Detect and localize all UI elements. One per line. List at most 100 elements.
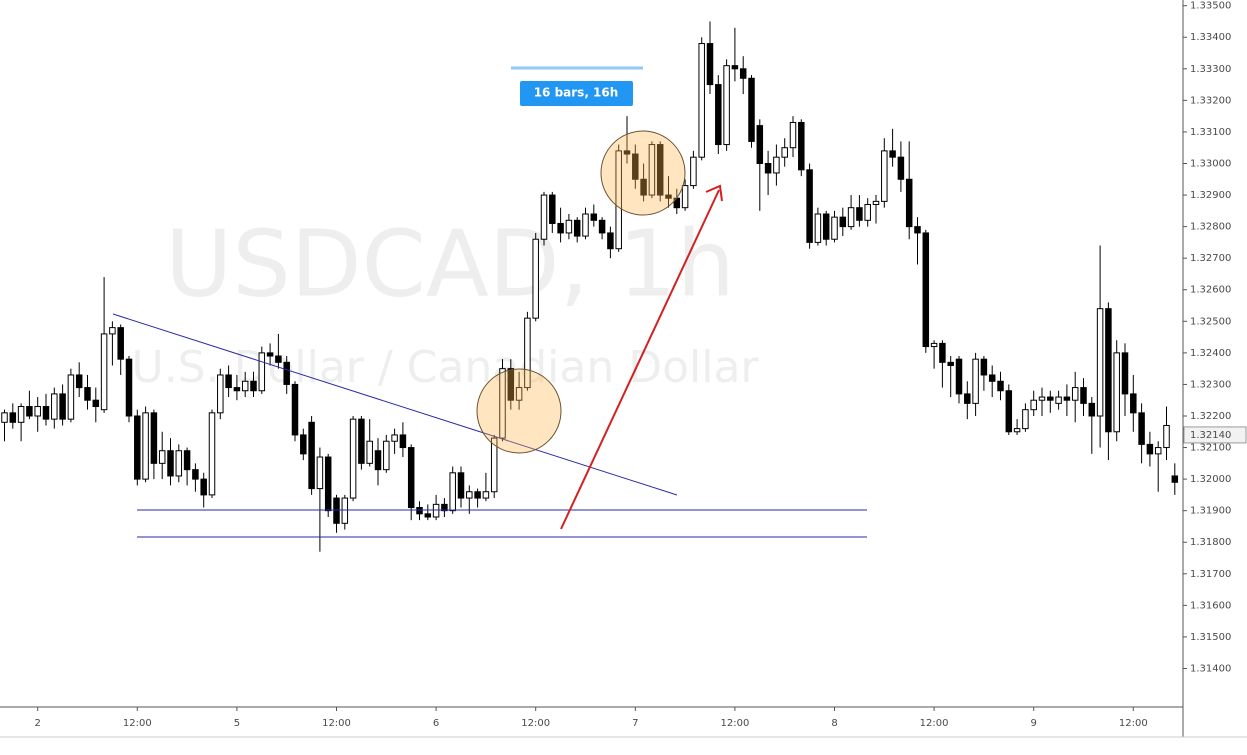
candle-body	[300, 434, 307, 455]
candle-body	[1005, 390, 1013, 433]
candle-body	[1113, 352, 1120, 433]
candle-body	[1088, 402, 1096, 417]
candle-body	[598, 219, 606, 234]
candle-body	[241, 380, 249, 392]
x-tick-label: 2	[35, 718, 41, 729]
candle-body	[466, 491, 473, 499]
highlight-circle	[600, 130, 686, 216]
y-tick-label: 1.33000	[1190, 158, 1231, 169]
candle-body	[150, 412, 158, 464]
candle-body	[964, 393, 971, 404]
x-tick-label: 6	[433, 718, 439, 729]
candle-body	[1138, 412, 1145, 445]
y-tick-label: 1.32200	[1190, 411, 1231, 422]
candle-body	[490, 437, 498, 493]
candle-body	[217, 374, 224, 414]
candle-body	[9, 412, 17, 423]
candle-body	[51, 393, 58, 420]
candle-body	[158, 450, 166, 464]
candle-body	[432, 503, 440, 518]
y-tick-label: 1.32500	[1190, 316, 1231, 327]
candle-body	[582, 213, 589, 237]
x-tick-label: 12:00	[521, 718, 550, 729]
candle-body	[283, 361, 290, 385]
candle-body	[1071, 387, 1079, 401]
candle-body	[316, 456, 324, 490]
candle-body	[1022, 409, 1029, 430]
candle-body	[407, 447, 415, 509]
x-tick-label: 5	[234, 718, 240, 729]
candle-body	[573, 219, 581, 237]
candle-body	[457, 472, 465, 499]
y-tick-label: 1.33100	[1190, 127, 1231, 138]
candle-body	[17, 406, 25, 423]
candle-body	[565, 219, 573, 234]
candle-body	[275, 355, 282, 363]
candle-body	[532, 238, 539, 319]
candle-body	[142, 412, 149, 480]
candle-body	[1038, 396, 1046, 401]
candle-body	[698, 43, 705, 158]
candle-body	[424, 513, 432, 518]
candle-body	[366, 440, 373, 464]
candle-body	[864, 204, 871, 221]
candle-body	[615, 150, 622, 250]
candle-body	[117, 327, 124, 360]
candle-body	[175, 450, 183, 477]
candle-body	[590, 213, 598, 221]
candle-body	[988, 374, 996, 382]
candle-body	[1163, 424, 1170, 449]
candle-body	[1096, 308, 1104, 417]
candle-body	[656, 144, 664, 196]
last-price-box	[1183, 426, 1247, 444]
candle-body	[798, 121, 805, 171]
candle-body	[1154, 447, 1162, 455]
candle-body	[200, 478, 207, 496]
candle-body	[266, 352, 274, 357]
candle-body	[1030, 399, 1037, 411]
y-tick-label: 1.33500	[1190, 1, 1231, 12]
candle-body	[731, 65, 739, 70]
candle-body	[1080, 387, 1087, 404]
candle-body	[972, 358, 979, 404]
y-tick-label: 1.31700	[1190, 569, 1231, 580]
y-tick-label: 1.32700	[1190, 253, 1231, 264]
x-tick-label: 9	[1031, 718, 1037, 729]
candle-body	[1105, 308, 1112, 433]
measure-label: 16 bars, 16h	[534, 86, 619, 100]
y-tick-label: 1.32800	[1190, 222, 1231, 233]
candle-body	[59, 393, 66, 420]
y-tick-label: 1.32600	[1190, 285, 1231, 296]
candle-body	[665, 194, 672, 199]
candle-body	[291, 383, 299, 436]
candle-body	[723, 65, 730, 146]
candle-body	[391, 434, 398, 442]
candle-body	[515, 387, 523, 401]
candle-body	[1047, 396, 1054, 401]
candle-body	[1130, 393, 1137, 414]
y-tick-label: 1.31500	[1190, 632, 1231, 643]
candle-body	[358, 418, 365, 464]
candle-body	[383, 440, 390, 471]
x-tick-label: 12:00	[920, 718, 949, 729]
candle-body	[648, 144, 656, 196]
candle-body	[374, 450, 382, 471]
candle-body	[324, 456, 332, 512]
candle-body	[399, 434, 407, 449]
arrow-head	[705, 184, 723, 202]
axes: 1.31400 1.31500 1.31600 1.31700 1.31800 1.319…	[35, 1, 1247, 729]
y-tick-label: 1.32100	[1190, 443, 1231, 454]
candle-body	[847, 207, 855, 228]
watermark-title: USDCAD, 1h	[165, 210, 735, 317]
x-tick-label: 8	[831, 718, 837, 729]
candle-body	[1055, 396, 1062, 404]
candle-body	[482, 491, 490, 499]
candle-body	[540, 194, 548, 240]
candle-body	[939, 342, 946, 363]
y-tick-label: 1.32900	[1190, 190, 1231, 201]
candle-body	[831, 216, 838, 240]
candle-body	[92, 399, 100, 408]
y-tick-label: 1.32000	[1190, 474, 1231, 485]
candle-body	[507, 368, 515, 401]
